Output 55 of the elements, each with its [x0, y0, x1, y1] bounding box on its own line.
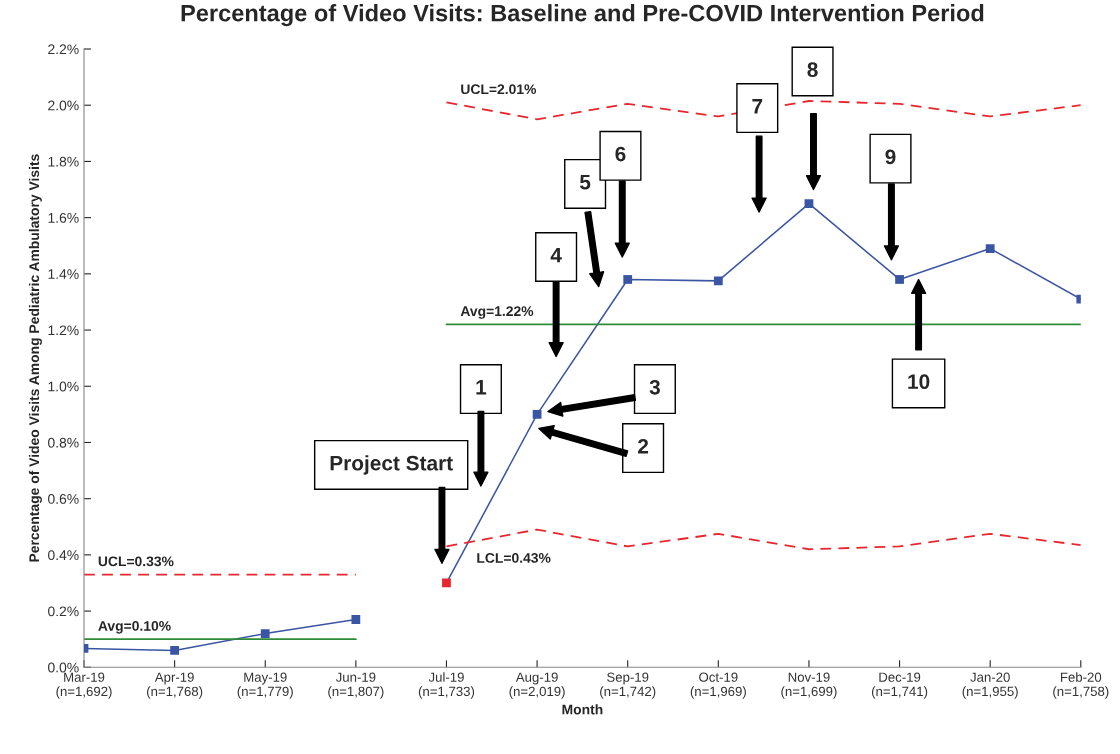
point [351, 615, 361, 624]
x-tick-label: Apr-19 (n=1,768) [147, 672, 203, 699]
x-tick-label: Sep-19 (n=1,742) [600, 672, 656, 699]
x-tick-label: May-19 (n=1,779) [237, 672, 293, 699]
annotation: Project Start [330, 455, 453, 475]
annotation: 7 [752, 99, 763, 114]
annotation: 1 [476, 380, 487, 395]
annotation: 3 [649, 379, 660, 395]
annotation: 8 [807, 62, 818, 78]
y-tick-label: 2.2% [48, 44, 79, 55]
point [260, 629, 270, 638]
point [895, 275, 904, 284]
point [713, 276, 723, 286]
annotation: LCL=0.43% [477, 552, 551, 563]
y-tick-label: 1.4% [48, 269, 79, 279]
point [532, 409, 542, 419]
y-tick-label: 1.2% [48, 325, 79, 336]
x-tick-label: Jun-19 (n=1,807) [328, 672, 384, 699]
x-tick-label: Nov-19 (n=1,699) [781, 672, 837, 699]
x-axis-title: Month [562, 704, 603, 715]
point [985, 244, 995, 253]
annotation: 9 [885, 149, 896, 165]
y-tick-label: 1.0% [48, 381, 79, 392]
annotation: 2 [638, 438, 649, 454]
point [442, 578, 451, 588]
y-tick-label: 0.0% [48, 662, 79, 673]
y-tick-label: 0.6% [48, 494, 79, 504]
line-series [445, 100, 1081, 121]
annotation: 4 [550, 248, 562, 263]
x-tick-label: Jan-20 (n=1,955) [962, 672, 1018, 699]
point [170, 646, 180, 655]
annotation: 6 [615, 146, 626, 162]
y-tick-label: 2.0% [48, 100, 79, 111]
y-axis-title: Percentage of Video Visits Among Pediatric Ambulatory Visits [28, 154, 42, 562]
y-tick-label: 0.4% [48, 550, 79, 561]
x-tick-label: Feb-20 (n=1,758) [1053, 672, 1109, 699]
annotation: UCL=0.33% [98, 556, 174, 567]
annotation: Avg=0.10% [98, 620, 171, 634]
annotation: 5 [579, 174, 591, 190]
annotation: UCL=2.01% [461, 84, 537, 95]
annotation: Avg=1.22% [460, 306, 534, 319]
line-series [445, 528, 1081, 551]
chart-title: Percentage of Video Visits: Baseline and Pre-COVID Intervention Period [181, 4, 984, 27]
annotation: 10 [908, 374, 930, 390]
y-tick-label: 0.8% [48, 437, 79, 448]
x-tick-label: Jul-19 (n=1,733) [418, 672, 475, 699]
point [804, 199, 814, 208]
y-tick-label: 0.2% [48, 606, 79, 617]
x-tick-label: Aug-19 (n=2,019) [509, 672, 565, 699]
point [623, 275, 633, 284]
x-tick-label: Mar-19 (n=1,692) [56, 672, 112, 699]
y-tick-label: 1.6% [48, 212, 79, 223]
x-tick-label: Dec-19 (n=1,741) [871, 672, 928, 699]
y-tick-label: 1.8% [48, 156, 79, 167]
x-tick-label: Oct-19 (n=1,969) [690, 672, 746, 699]
